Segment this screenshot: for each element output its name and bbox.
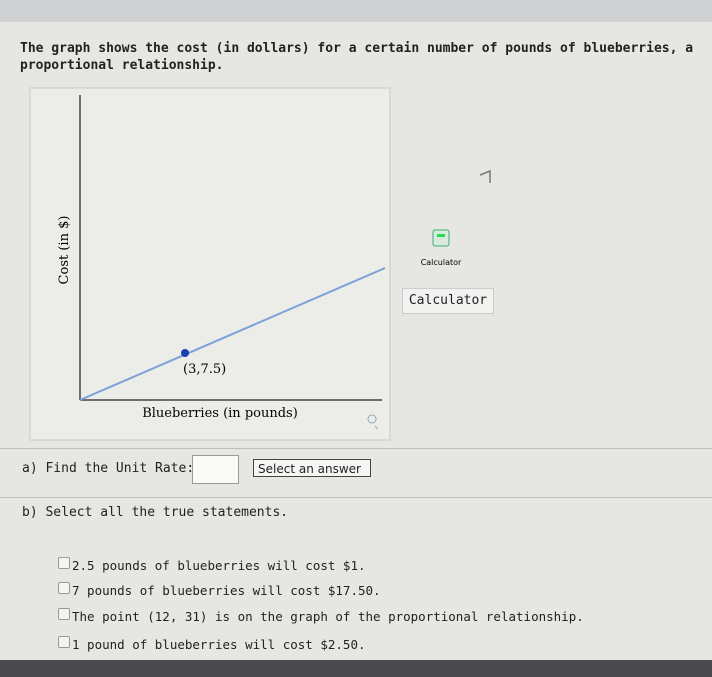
- part-b-prompt: b) Select all the true statements.: [22, 505, 289, 520]
- calculator-icon-screen: [437, 234, 445, 237]
- question: The graph shows the cost (in dollars) fo…: [20, 41, 694, 73]
- option[interactable]: The point (12, 31) is on the graph of th…: [72, 609, 584, 624]
- unit-rate-input[interactable]: [192, 455, 239, 484]
- proportional-line: [79, 267, 386, 401]
- option[interactable]: 7 pounds of blueberries will cost $17.50…: [72, 583, 381, 598]
- option[interactable]: 1 pound of blueberries will cost $2.50.: [72, 637, 366, 652]
- checkbox[interactable]: [58, 557, 70, 569]
- y-axis-label: Cost (in $): [57, 216, 72, 285]
- bottom-bar: [0, 660, 712, 677]
- option[interactable]: 2.5 pounds of blueberries will cost $1.: [72, 558, 366, 573]
- cursor-mark: [479, 169, 491, 183]
- zoom-icon: [367, 414, 379, 430]
- divider: [0, 448, 712, 449]
- point: [181, 349, 189, 357]
- top-bar: [0, 0, 712, 22]
- unit-select-text: Select an answer: [258, 462, 361, 476]
- calculator-icon-label: Calculator: [421, 258, 462, 267]
- graph: (3,7.5) Blueberries (in pounds) Cost (in…: [29, 87, 491, 441]
- checkbox[interactable]: [58, 608, 70, 620]
- x-axis-label: Blueberries (in pounds): [142, 406, 298, 421]
- part-a-prompt: a) Find the Unit Rate:: [22, 461, 195, 476]
- calculator-button[interactable]: Calculator: [402, 288, 494, 314]
- divider: [0, 497, 712, 498]
- checkbox[interactable]: [58, 636, 70, 648]
- checkbox[interactable]: [58, 582, 70, 594]
- unit-select[interactable]: Select an answer: [253, 459, 371, 477]
- calculator-icon[interactable]: [432, 229, 450, 247]
- point-label: (3,7.5): [183, 362, 226, 377]
- graph-frame: [29, 87, 391, 441]
